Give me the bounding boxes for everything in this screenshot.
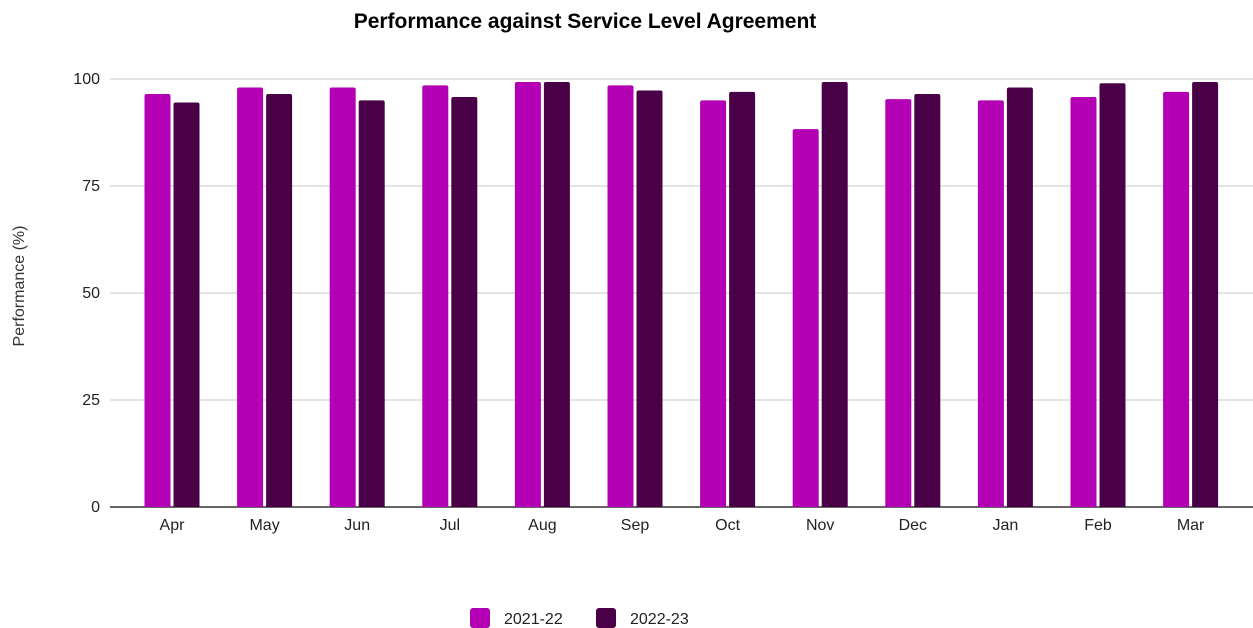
legend: 2021-22 2022-23 bbox=[470, 608, 689, 628]
y-tick-label: 75 bbox=[82, 178, 100, 195]
bar-2021-22-Sep bbox=[607, 85, 634, 508]
legend-label: 2022-23 bbox=[630, 611, 689, 628]
bar-2022-23-Apr bbox=[173, 102, 200, 507]
x-tick-label: Dec bbox=[899, 517, 927, 534]
y-tick-label: 50 bbox=[82, 285, 100, 302]
x-tick-label: Sep bbox=[621, 517, 650, 534]
x-tick-label: Mar bbox=[1177, 517, 1205, 534]
bar-2021-22-Oct bbox=[700, 100, 727, 508]
bar-2021-22-Dec bbox=[885, 99, 912, 507]
bar-2021-22-Mar bbox=[1163, 91, 1190, 507]
bar-2022-23-Dec bbox=[914, 93, 941, 507]
bar-2021-22-Jun bbox=[329, 87, 356, 507]
bar-2021-22-Feb bbox=[1070, 96, 1097, 507]
legend-swatch-2022-23 bbox=[596, 608, 616, 628]
legend-label: 2021-22 bbox=[504, 611, 563, 628]
y-tick-label: 0 bbox=[91, 499, 100, 516]
x-tick-label: Jan bbox=[993, 517, 1019, 534]
bar-2021-22-Nov bbox=[792, 129, 819, 508]
bar-2022-23-Oct bbox=[729, 91, 756, 507]
bar-2021-22-Apr bbox=[144, 93, 171, 507]
bar-2022-23-Feb bbox=[1099, 83, 1126, 507]
bar-2022-23-Jun bbox=[358, 100, 385, 508]
y-axis-label: Performance (%) bbox=[11, 226, 28, 347]
bar-2022-23-Nov bbox=[821, 81, 848, 507]
x-tick-label: Jul bbox=[440, 517, 460, 534]
bar-2022-23-Jan bbox=[1006, 87, 1033, 507]
bar-2022-23-Jul bbox=[451, 96, 478, 507]
bar-2022-23-May bbox=[266, 93, 293, 507]
bar-2021-22-Jul bbox=[422, 85, 449, 508]
bar-2022-23-Aug bbox=[543, 81, 570, 507]
bar-2021-22-Jan bbox=[977, 100, 1004, 508]
grid-layer: 0 25 50 75 100 bbox=[73, 71, 1253, 516]
bar-2021-22-Aug bbox=[514, 81, 541, 507]
bars-layer bbox=[144, 81, 1219, 508]
x-tick-label: Feb bbox=[1084, 517, 1112, 534]
bar-2021-22-May bbox=[237, 87, 264, 507]
x-tick-labels: Apr May Jun Jul Aug Sep Oct Nov Dec Jan Feb Mar bbox=[160, 517, 1205, 534]
x-tick-label: Apr bbox=[160, 517, 186, 534]
bar-2022-23-Sep bbox=[636, 90, 663, 507]
bar-2022-23-Mar bbox=[1192, 81, 1219, 507]
legend-swatch-2021-22 bbox=[470, 608, 490, 628]
x-tick-label: Oct bbox=[715, 517, 740, 534]
x-tick-label: Nov bbox=[806, 517, 834, 534]
y-tick-label: 100 bbox=[73, 71, 100, 88]
x-tick-label: May bbox=[249, 517, 279, 534]
x-tick-label: Jun bbox=[344, 517, 370, 534]
chart-title: Performance against Service Level Agreem… bbox=[354, 10, 817, 33]
x-tick-label: Aug bbox=[528, 517, 556, 534]
y-tick-label: 25 bbox=[82, 392, 100, 409]
